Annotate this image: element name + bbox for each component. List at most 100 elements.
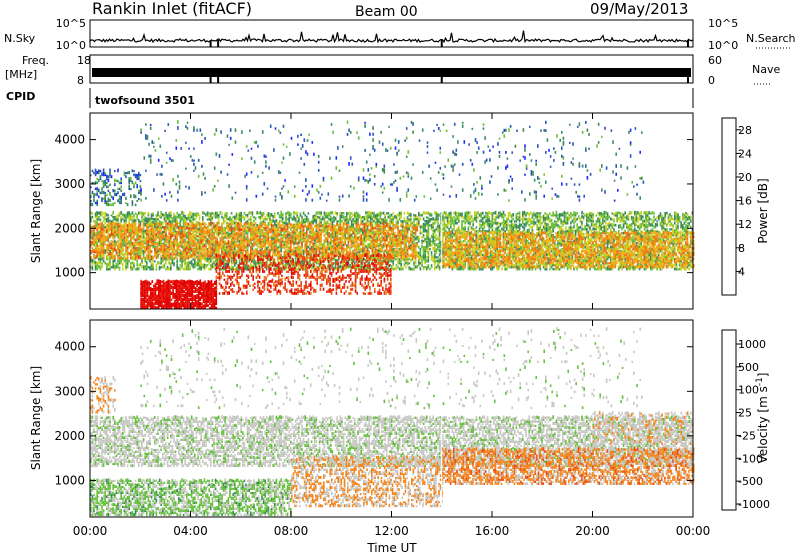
data-cell — [296, 214, 298, 217]
data-cell — [142, 212, 145, 215]
data-cell — [365, 237, 367, 241]
data-cell — [416, 265, 418, 269]
data-cell — [538, 221, 540, 225]
data-cell — [418, 254, 420, 259]
data-cell — [458, 217, 460, 221]
data-cell — [232, 266, 234, 269]
data-cell — [170, 256, 172, 261]
data-cell — [341, 220, 343, 223]
data-cell — [491, 265, 494, 269]
data-cell — [344, 236, 346, 239]
data-cell — [552, 211, 554, 215]
data-cell — [565, 231, 567, 235]
data-cell — [128, 259, 130, 263]
data-cell — [459, 254, 462, 257]
data-cell — [406, 216, 409, 221]
data-cell — [150, 237, 153, 241]
data-cell — [189, 266, 191, 269]
data-cell — [232, 220, 234, 223]
data-cell — [114, 239, 116, 243]
data-cell — [445, 223, 447, 227]
data-cell — [165, 228, 167, 233]
data-cell — [307, 218, 310, 221]
data-cell — [368, 243, 370, 247]
data-cell — [467, 239, 470, 243]
data-cell — [549, 229, 551, 233]
data-cell — [174, 240, 177, 243]
data-cell — [549, 247, 551, 251]
data-cell — [346, 213, 348, 217]
data-cell — [336, 212, 338, 217]
data-cell — [302, 218, 305, 223]
data-cell — [488, 215, 490, 219]
data-cell — [387, 262, 390, 265]
data-cell — [451, 216, 454, 221]
data-cell — [99, 265, 102, 269]
data-cell — [566, 229, 569, 233]
data-cell — [272, 243, 274, 247]
data-cell — [427, 242, 430, 247]
data-cell — [104, 217, 106, 221]
data-cell — [469, 267, 471, 271]
data-cell — [240, 215, 242, 219]
data-cell — [493, 221, 495, 225]
data-cell — [510, 215, 513, 219]
data-cell — [299, 212, 302, 215]
data-cell — [106, 213, 108, 217]
data-cell — [158, 242, 161, 245]
data-cell — [162, 250, 164, 253]
data-cell — [512, 253, 514, 257]
data-cell — [118, 258, 121, 263]
data-cell — [387, 215, 390, 219]
data-cell — [398, 267, 401, 271]
data-cell — [165, 219, 167, 223]
data-cell — [203, 253, 206, 257]
data-cell — [246, 220, 249, 223]
data-cell — [442, 251, 444, 255]
data-cell — [310, 220, 313, 223]
data-cell — [557, 259, 559, 263]
data-cell — [336, 245, 338, 249]
data-cell — [530, 221, 532, 225]
data-cell — [542, 255, 545, 259]
data-cell — [285, 212, 287, 215]
data-cell — [291, 265, 294, 269]
data-cell — [326, 212, 329, 215]
data-cell — [347, 218, 350, 221]
data-cell — [99, 260, 102, 263]
data-cell — [238, 212, 241, 215]
data-cell — [547, 245, 550, 249]
data-cell — [426, 235, 428, 239]
data-cell — [307, 228, 310, 231]
data-cell — [405, 261, 407, 265]
data-cell — [402, 227, 404, 231]
data-cell — [493, 265, 495, 269]
data-cell — [315, 219, 318, 223]
data-cell — [418, 237, 420, 241]
data-cell — [198, 248, 201, 251]
data-cell — [579, 263, 582, 267]
data-cell — [171, 222, 174, 225]
data-cell — [530, 261, 532, 265]
data-cell — [258, 216, 260, 219]
data-cell — [491, 212, 494, 215]
data-cell — [509, 211, 511, 215]
data-cell — [142, 220, 145, 223]
data-cell — [576, 212, 578, 215]
data-cell — [184, 220, 186, 223]
data-cell — [136, 235, 138, 239]
data-cell — [197, 267, 199, 271]
data-cell — [475, 226, 478, 229]
data-cell — [190, 212, 193, 215]
data-cell — [144, 241, 146, 245]
data-cell — [189, 210, 191, 215]
data-cell — [362, 251, 364, 255]
data-cell — [168, 212, 170, 215]
data-cell — [570, 253, 572, 257]
nave-label: Nave — [752, 63, 780, 76]
data-cell — [352, 218, 354, 221]
data-cell — [211, 221, 214, 225]
data-cell — [450, 220, 452, 223]
data-cell — [222, 216, 225, 221]
data-cell — [435, 215, 438, 219]
